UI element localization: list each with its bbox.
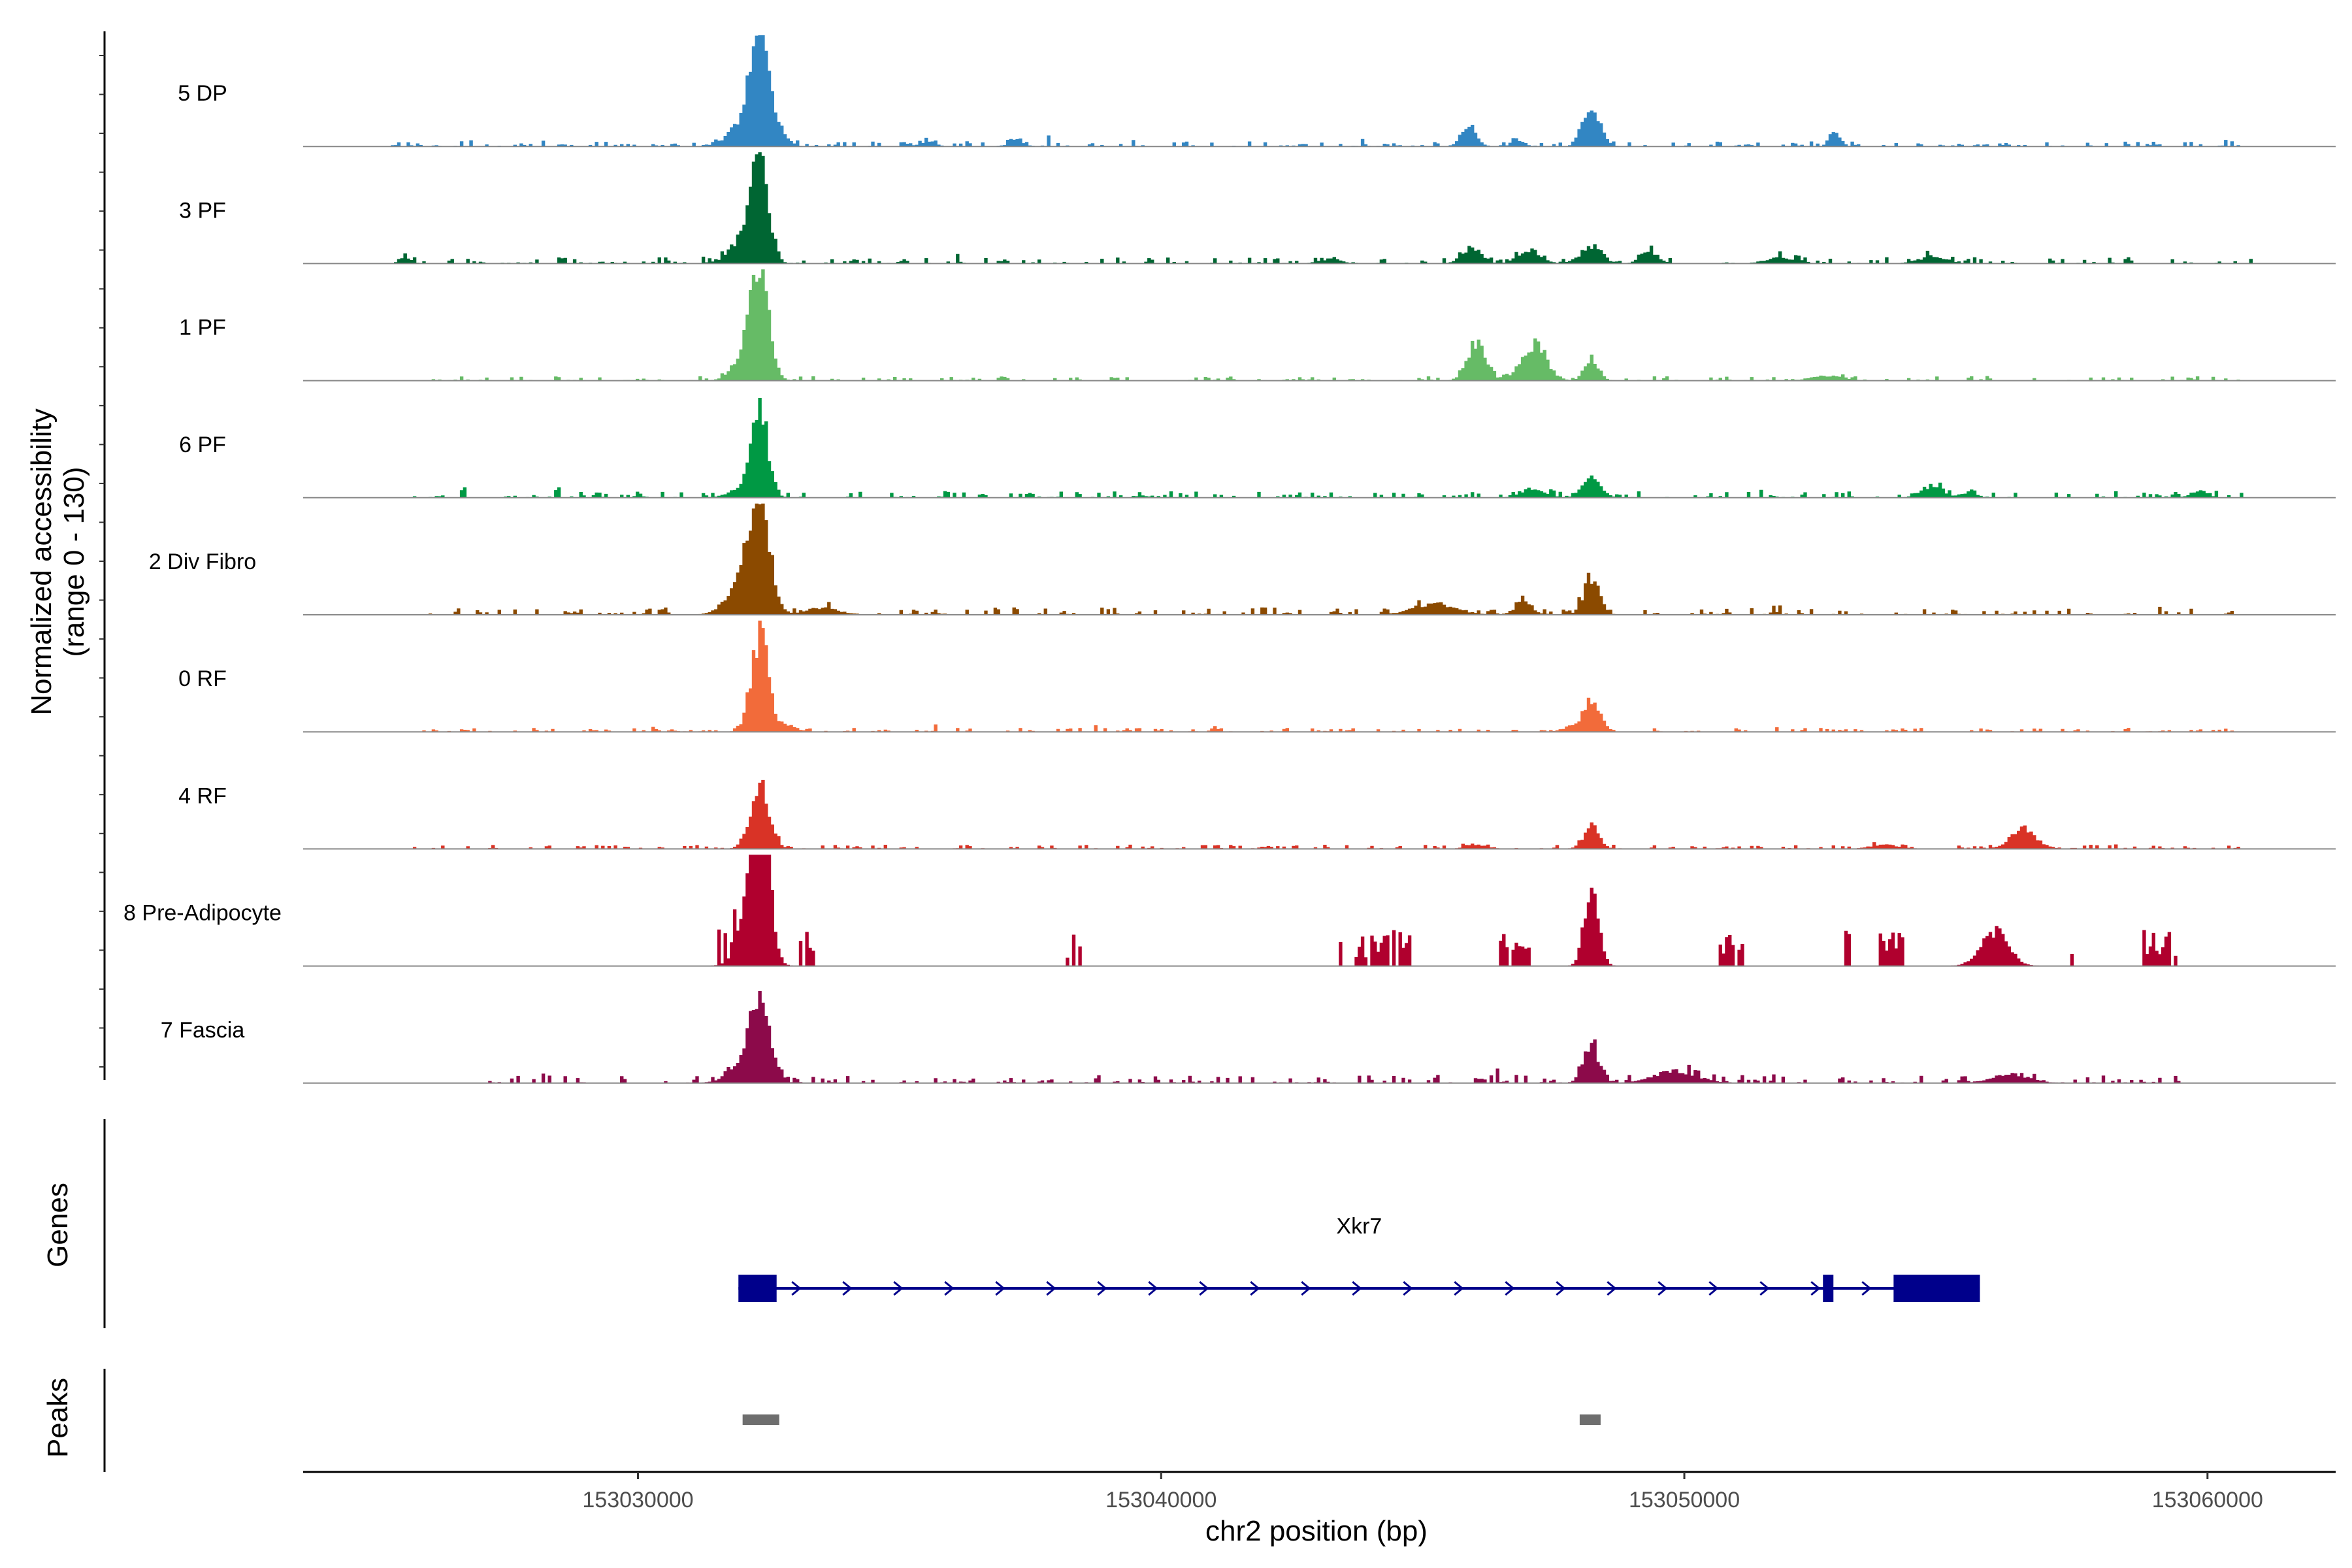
coverage-tracks: 5 DP 3 PF 1 PF 6 PF 2 Div Fibro 0 RF 4 RF 8 Pre… bbox=[123, 35, 2336, 1084]
strand-arrow bbox=[1199, 1281, 1209, 1296]
peak-region bbox=[1579, 1414, 1601, 1425]
track-2: 3 PF bbox=[179, 152, 2336, 265]
x-axis: 153030000 153040000 153050000 153060000 bbox=[303, 1471, 2336, 1512]
strand-arrow bbox=[1097, 1281, 1107, 1296]
x-tick-label: 153030000 bbox=[582, 1488, 693, 1512]
gene-track: Xkr7 bbox=[103, 1119, 1980, 1328]
genes-track-label: Genes bbox=[42, 1183, 74, 1267]
track-label: 6 PF bbox=[179, 433, 226, 457]
peak-region bbox=[742, 1414, 779, 1425]
track-label: 4 RF bbox=[178, 783, 227, 808]
strand-arrow bbox=[1148, 1281, 1158, 1296]
y-axis-title-line2: (range 0 - 130) bbox=[58, 466, 90, 657]
strand-arrow bbox=[1556, 1281, 1566, 1296]
x-axis-title: chr2 position (bp) bbox=[1205, 1515, 1428, 1547]
gene-exon bbox=[1823, 1275, 1834, 1302]
gene-name: Xkr7 bbox=[1336, 1214, 1382, 1239]
track-7: 4 RF bbox=[178, 779, 2336, 850]
track-label: 8 Pre-Adipocyte bbox=[123, 901, 282, 926]
strand-arrow bbox=[1250, 1281, 1260, 1296]
track-label: 1 PF bbox=[179, 316, 226, 340]
coverage-area-4 bbox=[303, 398, 2336, 498]
x-tick-label: 153040000 bbox=[1105, 1488, 1217, 1512]
strand-arrow bbox=[893, 1281, 904, 1296]
strand-arrow bbox=[791, 1281, 802, 1296]
gene-exon bbox=[738, 1275, 777, 1302]
x-tick-label: 153060000 bbox=[2152, 1488, 2263, 1512]
strand-arrow bbox=[1454, 1281, 1464, 1296]
strand-arrow bbox=[1759, 1281, 1770, 1296]
peak-track bbox=[103, 1369, 1601, 1472]
strand-arrow bbox=[1708, 1281, 1719, 1296]
y-axis-title-line1: Normalized accessibility bbox=[25, 408, 57, 715]
gene-exon bbox=[1893, 1275, 1980, 1302]
strand-arrow bbox=[1505, 1281, 1515, 1296]
strand-arrow bbox=[1810, 1281, 1821, 1296]
peaks-track-label: Peaks bbox=[42, 1378, 74, 1458]
track-6: 0 RF bbox=[178, 620, 2336, 733]
accessibility-y-axis bbox=[99, 31, 106, 1080]
strand-arrow bbox=[1861, 1281, 1872, 1296]
track-label: 7 Fascia bbox=[161, 1018, 245, 1043]
strand-arrow bbox=[1352, 1281, 1362, 1296]
strand-arrow bbox=[1658, 1281, 1668, 1296]
strand-arrow bbox=[842, 1281, 853, 1296]
track-1: 5 DP bbox=[178, 35, 2336, 148]
track-label: 3 PF bbox=[179, 198, 226, 223]
strand-arrow bbox=[1301, 1281, 1311, 1296]
track-label: 5 DP bbox=[178, 81, 227, 106]
track-5: 2 Div Fibro bbox=[149, 503, 2336, 615]
track-4: 6 PF bbox=[179, 398, 2336, 498]
track-label: 0 RF bbox=[178, 666, 227, 691]
strand-arrow bbox=[1046, 1281, 1056, 1296]
x-tick-label: 153050000 bbox=[1629, 1488, 1740, 1512]
strand-arrow bbox=[995, 1281, 1005, 1296]
track-8: 8 Pre-Adipocyte bbox=[123, 855, 2336, 967]
track-9: 7 Fascia bbox=[161, 991, 2336, 1084]
strand-arrow bbox=[944, 1281, 955, 1296]
strand-arrow bbox=[1607, 1281, 1617, 1296]
track-3: 1 PF bbox=[179, 269, 2336, 382]
strand-arrow bbox=[1403, 1281, 1413, 1296]
track-label: 2 Div Fibro bbox=[149, 549, 256, 574]
